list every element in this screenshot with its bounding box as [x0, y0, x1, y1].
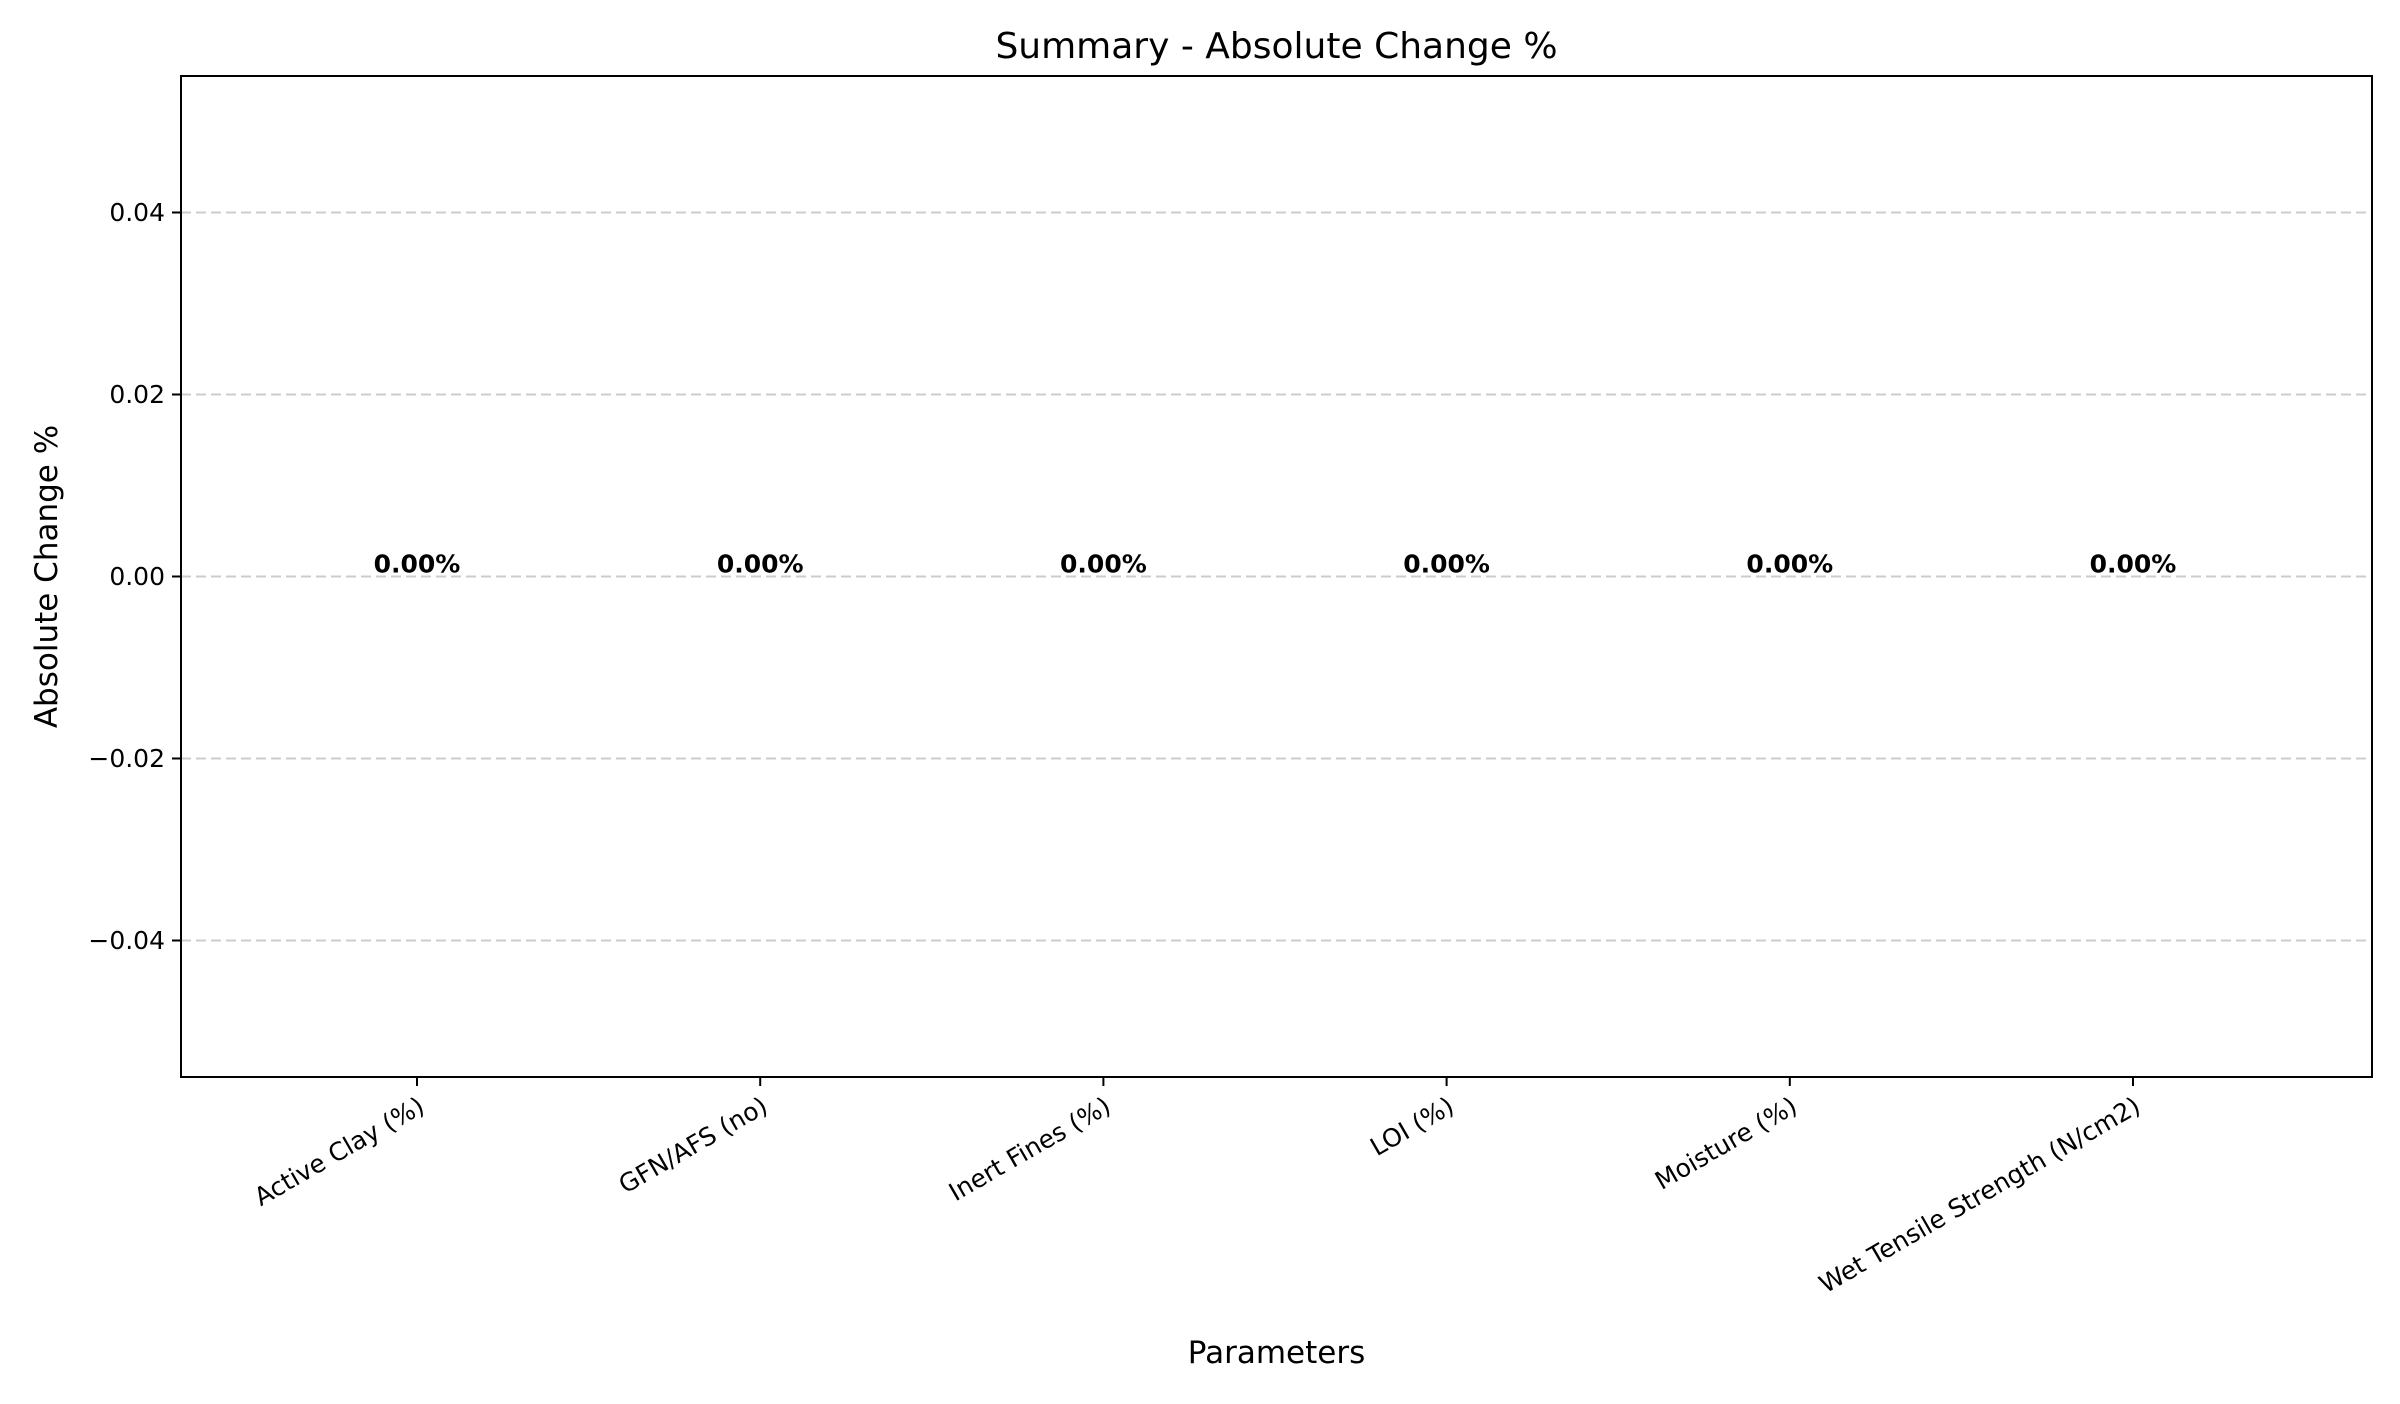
data-labels: 0.00% 0.00% 0.00% 0.00% 0.00% 0.00%: [374, 550, 2177, 579]
y-tick-label: −0.02: [88, 744, 165, 773]
y-axis: −0.04 −0.02 0.00 0.02 0.04: [88, 198, 181, 955]
y-tick-label: 0.04: [109, 198, 165, 227]
data-label: 0.00%: [374, 550, 461, 579]
y-tick-label: 0.00: [109, 562, 165, 591]
data-label: 0.00%: [2090, 550, 2177, 579]
y-tick-label: 0.02: [109, 380, 165, 409]
gridlines: [181, 211, 2372, 942]
y-axis-label: Absolute Change %: [29, 425, 65, 728]
x-axis-label: Parameters: [1188, 1335, 1365, 1371]
data-label: 0.00%: [717, 550, 804, 579]
data-label: 0.00%: [1746, 550, 1833, 579]
data-label: 0.00%: [1403, 550, 1490, 579]
data-label: 0.00%: [1060, 550, 1147, 579]
chart-title: Summary - Absolute Change %: [995, 26, 1557, 67]
y-tick-label: −0.04: [88, 926, 165, 955]
